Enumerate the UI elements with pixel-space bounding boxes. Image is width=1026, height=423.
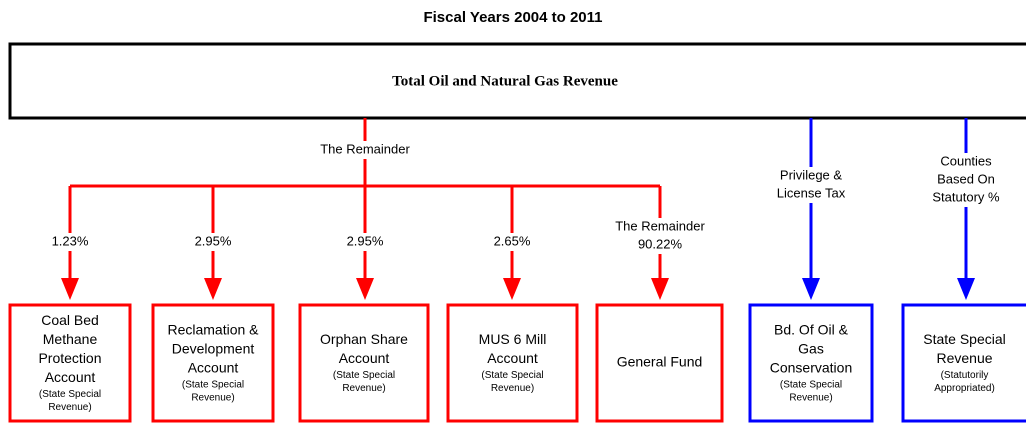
box: [595, 303, 724, 423]
box-label: Account: [339, 350, 390, 366]
box-label: Methane: [43, 331, 98, 347]
box: [8, 303, 132, 423]
arrow-head: [204, 278, 222, 300]
edge-label: 2.65%: [494, 233, 531, 248]
label-bg: [342, 233, 388, 251]
box: [446, 303, 579, 423]
box-label: General Fund: [617, 354, 703, 370]
box-sublabel: Revenue): [48, 402, 91, 413]
box-sublabel: Revenue): [191, 393, 234, 404]
box-label: Bd. Of Oil &: [774, 322, 849, 338]
edge-label: Counties: [940, 153, 992, 168]
box-sublabel: (State Special: [481, 370, 543, 381]
box: [901, 303, 1026, 423]
box-sublabel: (State Special: [780, 380, 842, 391]
arrow-head: [802, 278, 820, 300]
arrow-head: [957, 278, 975, 300]
box-label: Conservation: [770, 360, 853, 376]
label-bg: [607, 218, 713, 254]
label-bg: [489, 233, 535, 251]
box: [151, 303, 275, 423]
edge-label: 2.95%: [195, 233, 232, 248]
label-bg: [920, 153, 1012, 207]
source-box: [8, 42, 1026, 120]
trunk-label: The Remainder: [320, 141, 410, 156]
edge-label: 90.22%: [638, 236, 683, 251]
box-label: Development: [172, 341, 255, 357]
edge-label: Privilege &: [780, 167, 842, 182]
box-label: State Special: [923, 331, 1006, 347]
box-sublabel: (Statutorily: [941, 370, 989, 381]
box-sublabel: Revenue): [789, 393, 832, 404]
edge-label: License Tax: [777, 185, 846, 200]
arrow-head: [503, 278, 521, 300]
label-bg: [305, 141, 425, 159]
edge-label: Based On: [937, 171, 995, 186]
edge-label: The Remainder: [615, 218, 705, 233]
box-label: Gas: [798, 341, 824, 357]
box: [298, 303, 430, 423]
box-sublabel: Revenue): [491, 383, 534, 394]
box-sublabel: (State Special: [333, 370, 395, 381]
edge-label: Statutory %: [932, 189, 1000, 204]
box-label: MUS 6 Mill: [479, 331, 547, 347]
edge-label: 1.23%: [52, 233, 89, 248]
box-sublabel: (State Special: [39, 389, 101, 400]
box-label: Account: [188, 360, 239, 376]
box-label: Account: [45, 369, 96, 385]
box-label: Coal Bed: [41, 312, 99, 328]
label-bg: [47, 233, 93, 251]
box-sublabel: Revenue): [342, 383, 385, 394]
box-sublabel: Appropriated): [934, 383, 995, 394]
arrow-head: [356, 278, 374, 300]
box-label: Protection: [38, 350, 101, 366]
box-label: Reclamation &: [167, 322, 259, 338]
edge-label: 2.95%: [347, 233, 384, 248]
box-label: Orphan Share: [320, 331, 408, 347]
arrow-head: [651, 278, 669, 300]
label-bg: [765, 167, 857, 203]
box-label: Account: [487, 350, 538, 366]
title: Fiscal Years 2004 to 2011: [423, 9, 602, 26]
label-bg: [190, 233, 236, 251]
box: [748, 303, 874, 423]
arrow-head: [61, 278, 79, 300]
box-label: Revenue: [936, 350, 992, 366]
source-label: Total Oil and Natural Gas Revenue: [392, 73, 618, 89]
box-sublabel: (State Special: [182, 380, 244, 391]
